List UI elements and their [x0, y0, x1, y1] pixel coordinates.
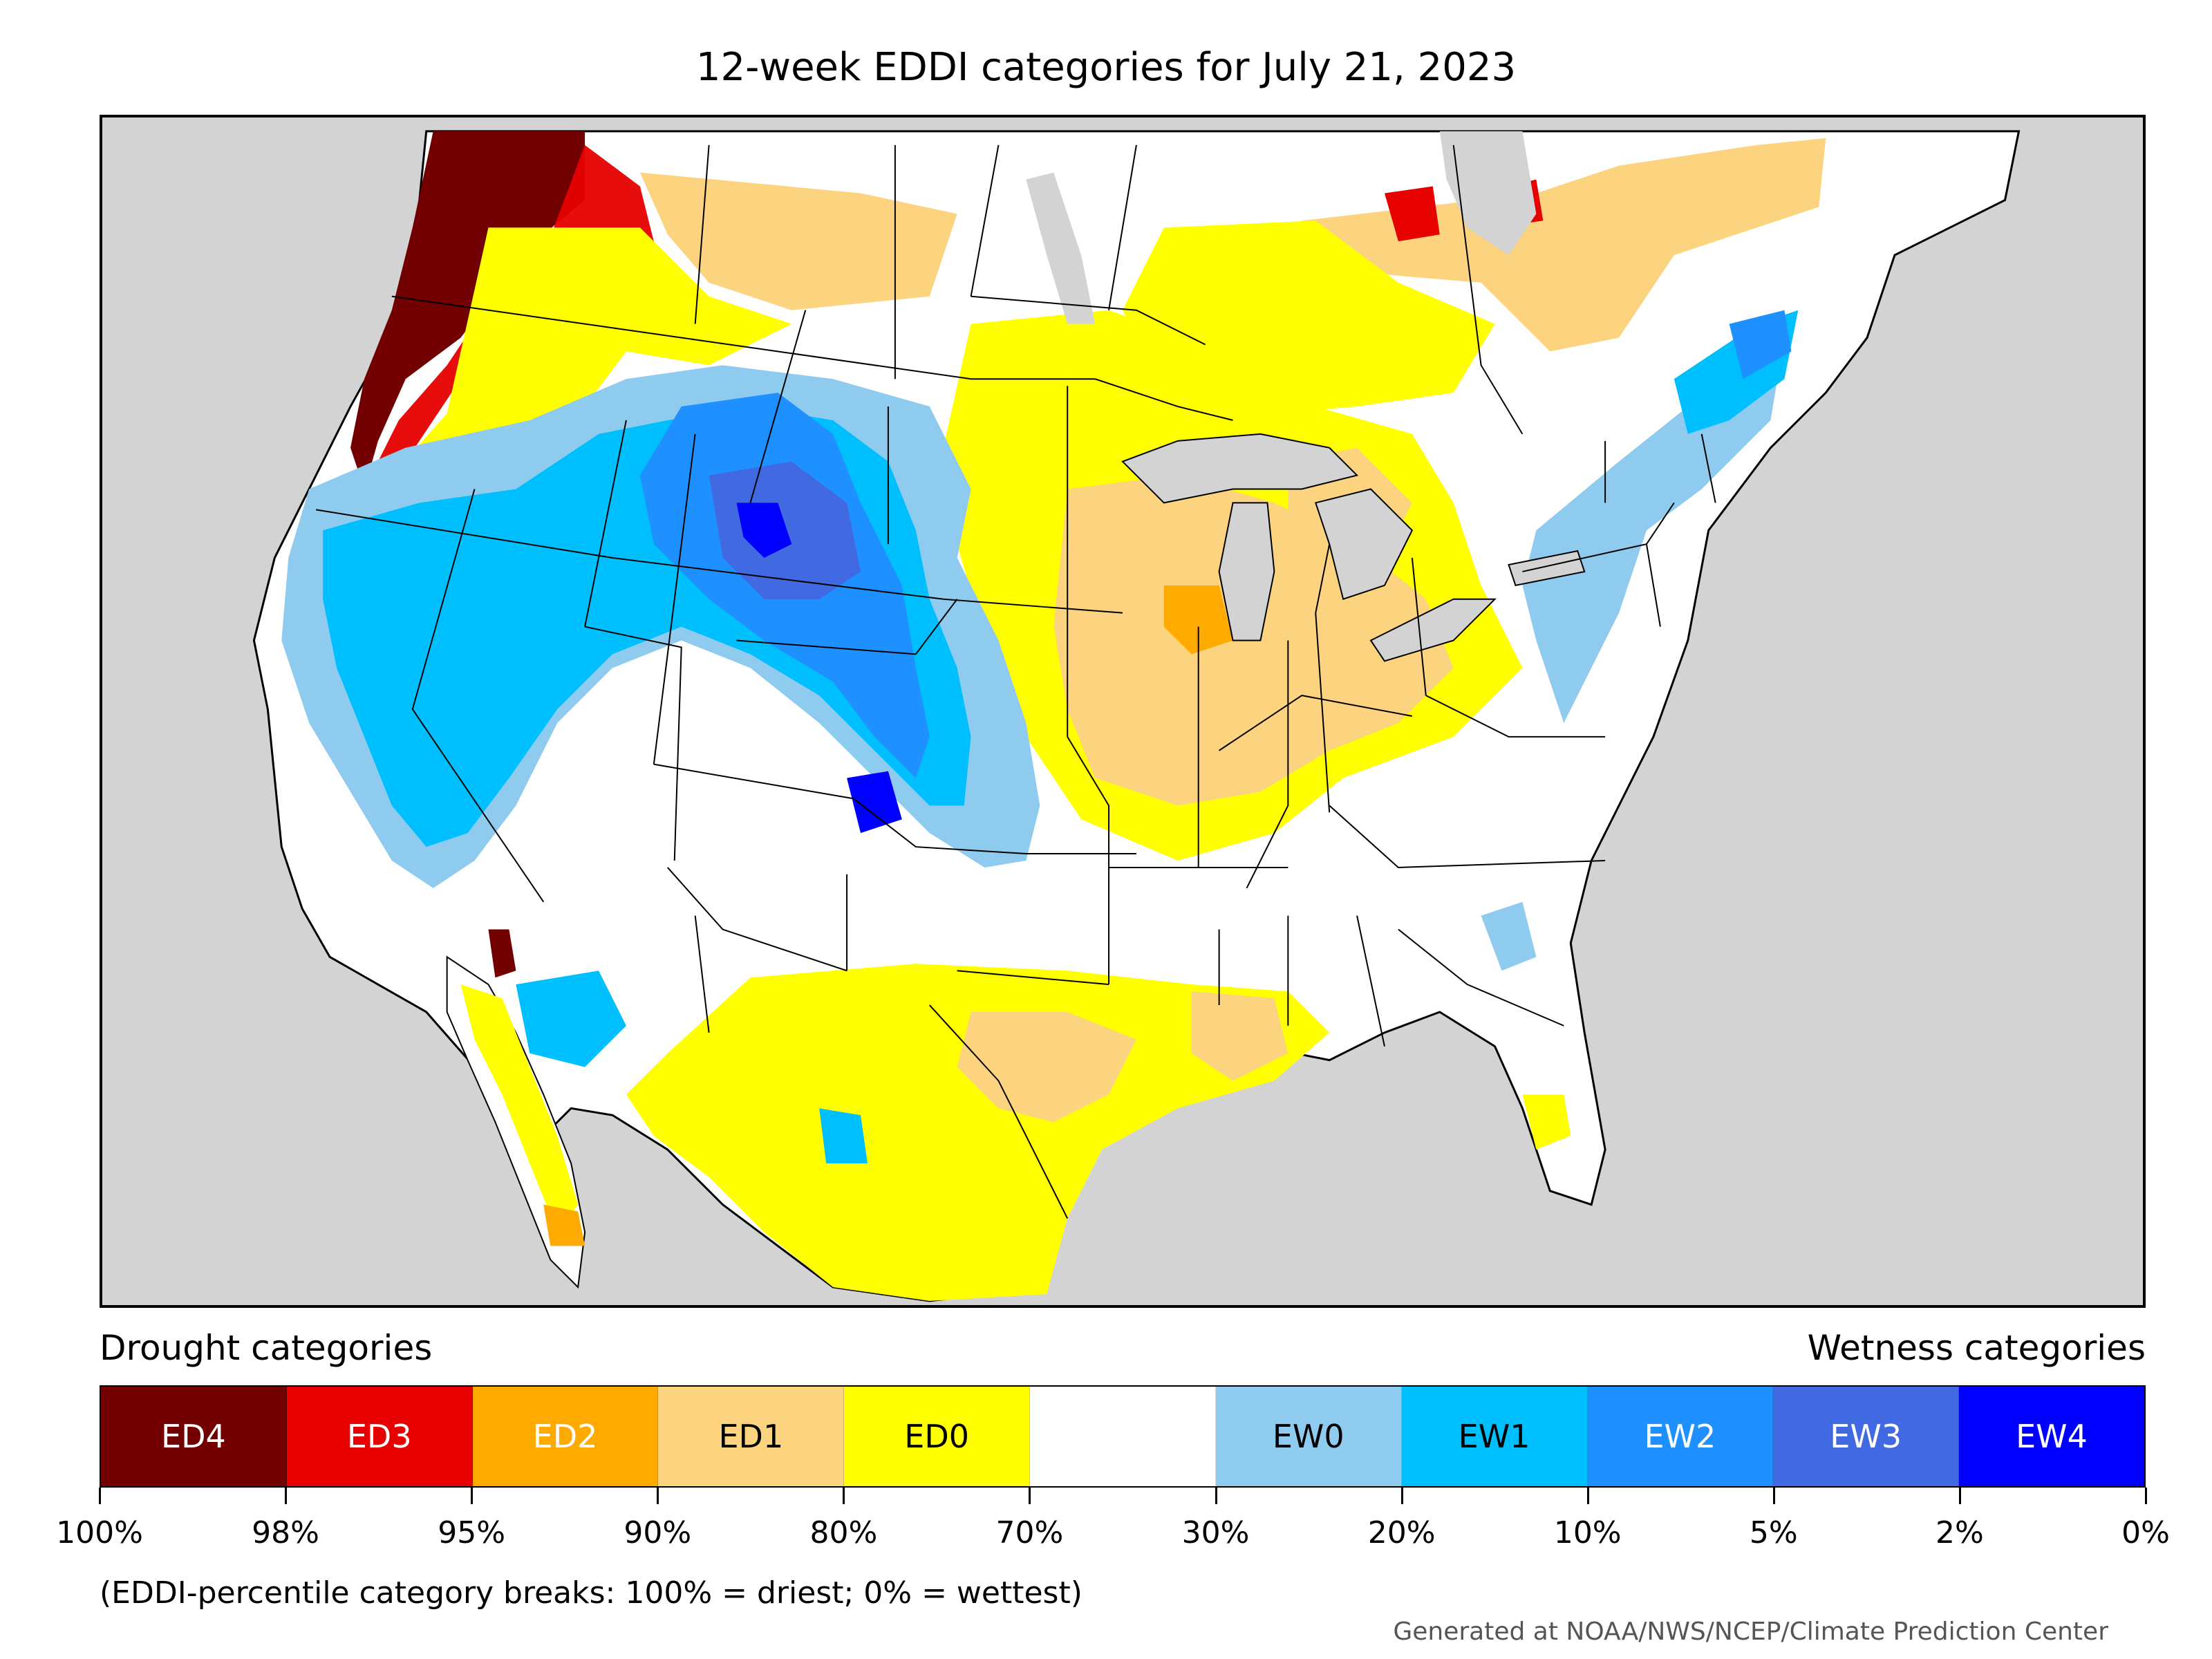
category-colorbar: ED4 ED3 ED2 ED1 ED0 EW0 EW1 EW2 EW3 EW4 — [100, 1385, 2146, 1488]
credit-line: Generated at NOAA/NWS/NCEP/Climate Predi… — [1393, 1618, 2108, 1646]
lake-michigan — [1218, 502, 1275, 641]
lake-superior — [1121, 433, 1359, 504]
colorbar-tick-label: 5% — [1749, 1515, 1798, 1550]
colorbar-tick — [471, 1488, 474, 1504]
colorbar-tick — [1400, 1488, 1403, 1504]
region-ew0-northeast — [1522, 337, 1785, 723]
lake-erie — [1369, 598, 1497, 662]
colorbar-tick-labels: 100% 98% 95% 90% 80% 70% 30% 20% 10% 5% 2% 0% — [56, 1514, 2170, 1555]
category-ed1: ED1 — [658, 1387, 845, 1486]
eddi-map-svg — [252, 130, 2021, 1302]
category-breaks-footnote: (EDDI-percentile category breaks: 100% =… — [100, 1575, 1082, 1611]
hudson-bay-inlet — [1439, 131, 1537, 256]
colorbar-tick-label: 10% — [1553, 1515, 1622, 1550]
region-ed4-baja — [488, 929, 516, 978]
colorbar-tick — [285, 1488, 288, 1504]
lake-winnipeg — [1026, 172, 1096, 324]
colorbar-tick-label: 90% — [624, 1515, 692, 1550]
category-ew3: EW3 — [1773, 1387, 1960, 1486]
category-ew2: EW2 — [1587, 1387, 1774, 1486]
category-normal — [1030, 1387, 1216, 1486]
region-ed1-ontario — [1302, 138, 1826, 352]
eddi-map[interactable] — [100, 115, 2146, 1308]
colorbar-tick — [843, 1488, 845, 1504]
category-ed4: ED4 — [101, 1387, 287, 1486]
category-ed2: ED2 — [472, 1387, 659, 1486]
region-ed1-texas — [957, 1011, 1136, 1123]
colorbar-tick — [99, 1488, 101, 1504]
region-ed4-pacific-nw — [350, 131, 585, 489]
region-ew1-sonora — [819, 1108, 868, 1163]
region-ed0-florida — [1522, 1094, 1571, 1150]
colorbar-tick — [1586, 1488, 1589, 1504]
colorbar-tick-label: 0% — [2121, 1515, 2170, 1550]
colorbar-tick-label: 2% — [1936, 1515, 1984, 1550]
region-ew1-arizona — [516, 971, 626, 1067]
state-boundaries — [316, 144, 1716, 1219]
colorbar-tick-label: 70% — [995, 1515, 1064, 1550]
region-ew2-new-england — [1729, 310, 1792, 379]
region-ew4-colorado — [847, 771, 902, 834]
colorbar-tick — [2145, 1488, 2147, 1504]
colorbar-tick-label: 80% — [809, 1515, 878, 1550]
colorbar-tick-label: 30% — [1181, 1515, 1250, 1550]
category-ed3: ED3 — [286, 1387, 473, 1486]
region-ed2-baja — [543, 1204, 585, 1246]
region-ed1-louisiana — [1191, 991, 1288, 1081]
category-ew0: EW0 — [1215, 1387, 1402, 1486]
colorbar-tick — [657, 1488, 659, 1504]
category-ew4: EW4 — [1959, 1387, 2144, 1486]
region-ed0-baja — [460, 984, 579, 1232]
colorbar-tick — [1958, 1488, 1961, 1504]
colorbar-tick-label: 95% — [438, 1515, 506, 1550]
drought-categories-label: Drought categories — [100, 1328, 433, 1368]
category-ed0: ED0 — [844, 1387, 1031, 1486]
colorbar-tick-label: 98% — [252, 1515, 319, 1550]
lake-ontario — [1508, 550, 1586, 586]
region-ed1-canada-west — [639, 172, 957, 310]
region-ed0-gulf — [626, 964, 1330, 1302]
colorbar-ticks — [99, 1488, 2147, 1508]
region-ed2-iowa — [1163, 585, 1233, 655]
colorbar-tick — [1215, 1488, 1217, 1504]
region-ew0-carolina — [1481, 901, 1537, 971]
region-ew4-wyoming — [736, 503, 792, 559]
wetness-categories-label: Wetness categories — [1807, 1328, 2146, 1368]
category-ew1: EW1 — [1401, 1387, 1588, 1486]
colorbar-tick-label: 100% — [56, 1515, 143, 1550]
colorbar-tick — [1029, 1488, 1031, 1504]
colorbar-tick-label: 20% — [1367, 1515, 1436, 1550]
map-title: 12-week EDDI categories for July 21, 202… — [695, 45, 1517, 90]
colorbar-tick — [1772, 1488, 1775, 1504]
